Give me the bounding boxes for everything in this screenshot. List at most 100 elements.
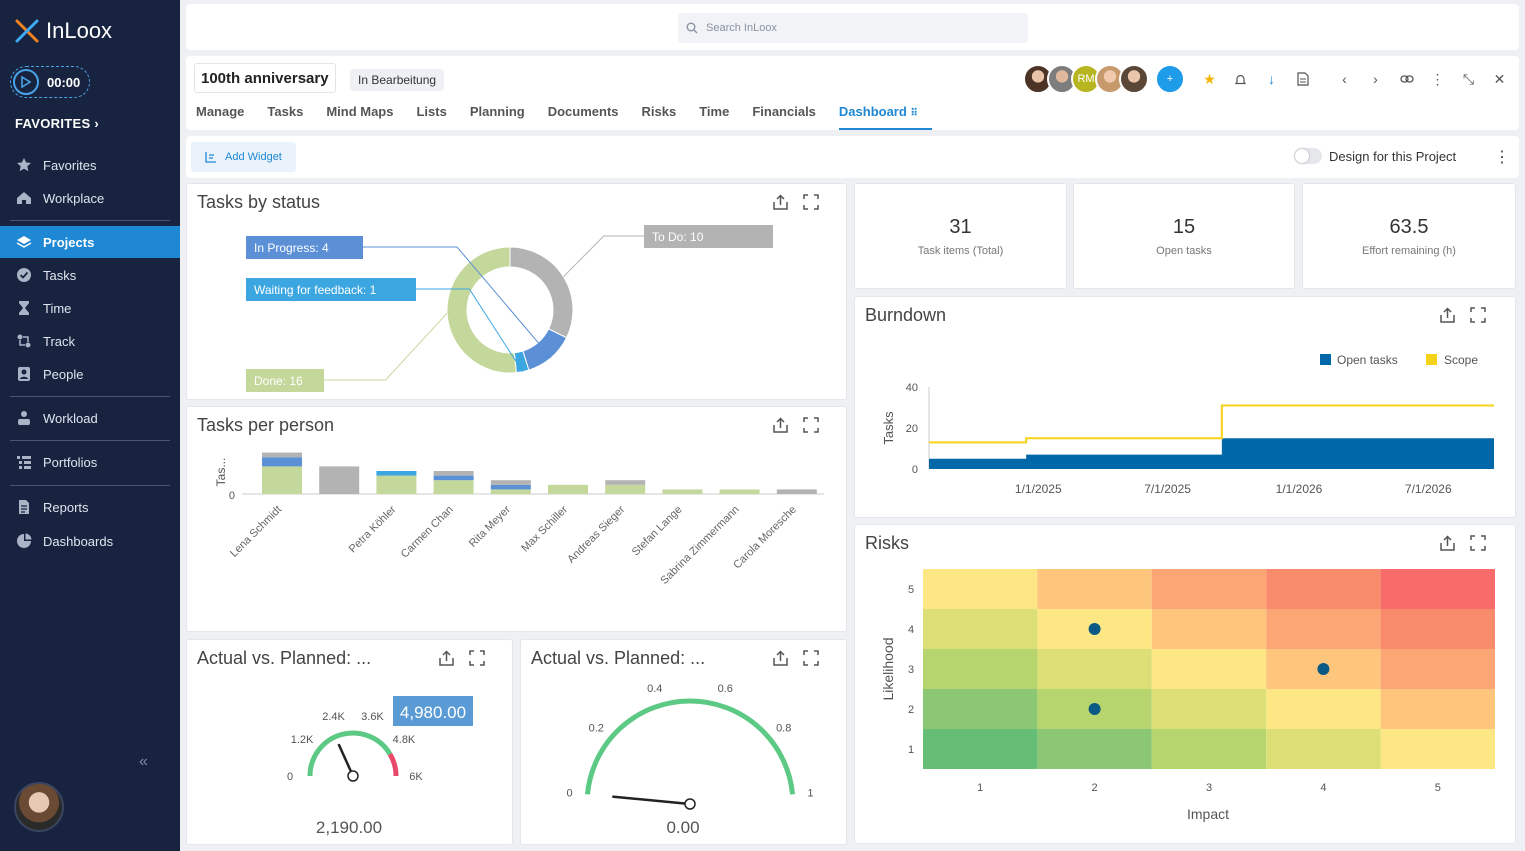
chevron-left-icon[interactable]: ‹ — [1342, 71, 1347, 87]
tab-tasks[interactable]: Tasks — [267, 104, 304, 119]
sidebar-item-workload[interactable]: Workload — [0, 402, 180, 434]
tab-manage[interactable]: Manage — [196, 104, 245, 119]
series-line-scope — [929, 404, 1494, 444]
link-icon[interactable] — [1391, 66, 1422, 92]
expand-icon[interactable] — [1470, 307, 1486, 329]
widget-tasks-per-person: Tasks per person 0 Tas... Lena Schmidt Petr… — [186, 406, 847, 632]
sidebar-item-label: Workload — [43, 410, 98, 426]
search-input[interactable]: Search InLoox — [678, 13, 1028, 43]
add-member-button[interactable]: + — [1155, 64, 1185, 94]
x-tick-label: 1/1/2026 — [1276, 482, 1323, 496]
share-icon[interactable] — [772, 417, 789, 439]
report-icon — [15, 498, 33, 516]
app-logo[interactable]: InLoox — [14, 18, 112, 44]
share-icon[interactable] — [438, 650, 455, 672]
sidebar-item-dashboards[interactable]: Dashboards — [0, 525, 180, 557]
x-tick-label: 1/1/2025 — [1015, 482, 1062, 496]
more-vertical-icon[interactable]: ⋮ — [1430, 70, 1445, 87]
expand-icon[interactable] — [469, 650, 485, 672]
share-icon[interactable] — [772, 650, 789, 672]
share-icon[interactable] — [1439, 535, 1456, 557]
logo-icon — [15, 19, 39, 43]
x-tick-label: 1 — [977, 782, 983, 794]
sidebar-item-track[interactable]: Track — [0, 325, 180, 357]
bar-segment — [262, 452, 302, 458]
tab-mind-maps[interactable]: Mind Maps — [326, 104, 394, 119]
more-vertical-icon[interactable]: ⋮ — [1494, 149, 1510, 166]
expand-icon[interactable] — [1470, 535, 1486, 557]
y-axis-label: Tasks — [881, 411, 896, 445]
expand-icon[interactable] — [803, 194, 819, 216]
bar-segment — [433, 475, 474, 481]
sidebar-item-label: Time — [43, 300, 72, 316]
bar-segment — [376, 475, 417, 494]
gauge-tick-label: 4.8K — [393, 734, 416, 746]
contact-icon — [15, 365, 33, 383]
sidebar-item-favorites[interactable]: Favorites — [0, 149, 180, 181]
collapse-sidebar-icon[interactable]: « — [139, 753, 148, 770]
bar-segment — [376, 471, 417, 476]
risk-cell — [1151, 649, 1267, 689]
avatar[interactable] — [1119, 64, 1149, 94]
sidebar-item-workplace[interactable]: Workplace — [0, 182, 180, 214]
add-widget-button[interactable]: Add Widget — [191, 142, 296, 172]
sidebar-item-time[interactable]: Time — [0, 292, 180, 324]
add-widget-label: Add Widget — [225, 151, 282, 163]
favorites-header[interactable]: FAVORITES › — [15, 116, 99, 131]
x-tick-label: Max Schiller — [519, 503, 570, 554]
tab-lists[interactable]: Lists — [416, 104, 447, 119]
expand-icon[interactable] — [803, 650, 819, 672]
chevron-right-icon[interactable]: › — [1373, 71, 1378, 87]
expand-icon[interactable] — [803, 417, 819, 439]
dashboard-toolbar: Add Widget Design for this Project ⋮ — [186, 136, 1519, 178]
kpi-value: 31 — [949, 216, 972, 238]
widget-title: Actual vs. Planned: ... — [197, 648, 372, 668]
download-icon[interactable]: ↓ — [1268, 71, 1275, 87]
share-icon[interactable] — [772, 194, 789, 216]
document-icon[interactable] — [1287, 66, 1318, 92]
sidebar-item-reports[interactable]: Reports — [0, 491, 180, 523]
sidebar-item-portfolios[interactable]: Portfolios — [0, 446, 180, 478]
sidebar-item-label: Track — [43, 333, 76, 349]
close-icon[interactable]: ✕ — [1493, 70, 1506, 87]
bar-segment — [548, 484, 588, 494]
timer-button[interactable]: 00:00 — [10, 66, 90, 98]
risk-cell — [1380, 729, 1495, 769]
sidebar-item-projects[interactable]: Projects — [0, 226, 180, 258]
y-tick-label: 40 — [906, 382, 918, 394]
star-icon[interactable]: ★ — [1203, 70, 1216, 87]
bell-icon[interactable] — [1225, 66, 1256, 92]
tab-planning[interactable]: Planning — [469, 104, 525, 119]
gauge-tick-label: 0.8 — [776, 722, 791, 734]
project-title[interactable]: 100th anniversary — [194, 63, 336, 93]
share-icon[interactable] — [1439, 307, 1456, 329]
tab-time[interactable]: Time — [699, 104, 730, 119]
design-toggle[interactable] — [1294, 148, 1322, 164]
widget-actions — [772, 650, 819, 672]
collapse-icon[interactable]: ⤡ — [1462, 70, 1475, 87]
sidebar-item-people[interactable]: People — [0, 358, 180, 390]
tab-financials[interactable]: Financials — [752, 104, 816, 119]
gauge-chart: 0 0.2 0.4 0.6 0.8 1 0.00 — [566, 683, 813, 837]
x-tick-label: Rita Meyer — [467, 503, 513, 549]
x-tick-label: 4 — [1320, 782, 1326, 794]
y-axis-label: Likelihood — [880, 637, 896, 700]
tab-dashboard[interactable]: Dashboard ⠿ — [838, 104, 932, 130]
gauge-tick-label: 6K — [409, 771, 423, 783]
risk-cell — [1266, 569, 1381, 609]
x-tick-label: 7/1/2025 — [1144, 482, 1191, 496]
risk-cell — [1266, 609, 1381, 649]
tab-risks[interactable]: Risks — [641, 104, 677, 119]
y-tick-label: 5 — [908, 584, 914, 596]
drag-handle-icon[interactable]: ⠿ — [910, 108, 918, 119]
tab-documents[interactable]: Documents — [547, 104, 619, 119]
donut-leader-line — [363, 246, 552, 359]
risk-cell — [1037, 649, 1152, 689]
donut-leader-line — [563, 235, 644, 278]
status-badge[interactable]: In Bearbeitung — [350, 69, 445, 91]
sidebar-item-tasks[interactable]: Tasks — [0, 259, 180, 291]
user-avatar[interactable] — [14, 782, 64, 832]
series-area-open-tasks — [929, 438, 1494, 469]
gauge-tick-label: 1.2K — [291, 734, 314, 746]
risk-cell — [1266, 729, 1381, 769]
